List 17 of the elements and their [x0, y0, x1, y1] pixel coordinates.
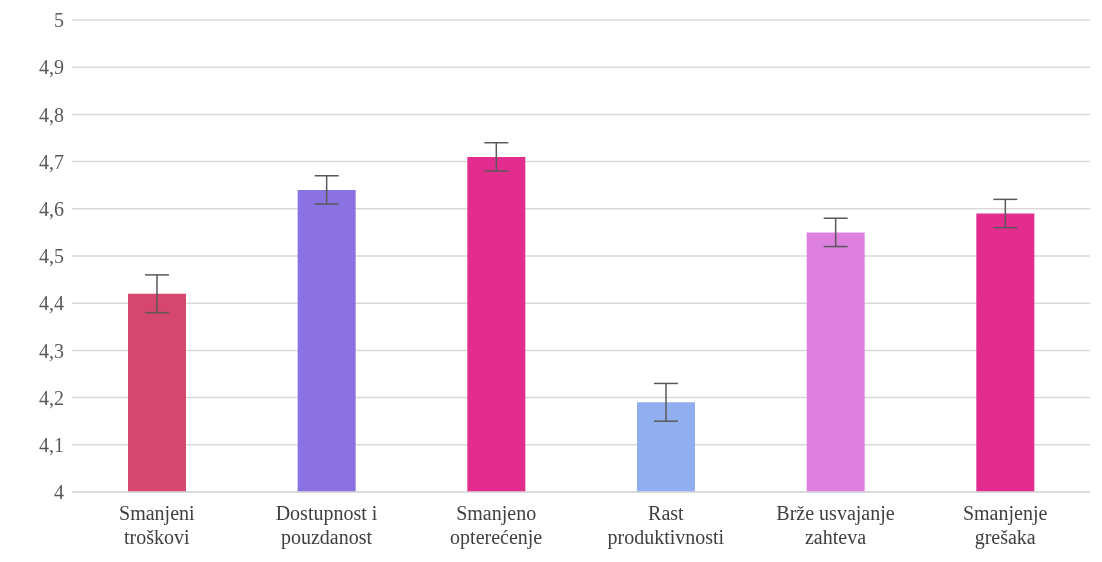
y-tick-label: 4,1 [39, 433, 64, 456]
x-tick-label: Dostupnost i pouzdanost [275, 502, 378, 549]
y-tick-label: 4,5 [39, 245, 64, 268]
y-tick-label: 4,7 [39, 150, 64, 173]
y-tick-label: 4,4 [39, 292, 64, 315]
x-tick-label: Smanjeni troškovi [119, 502, 196, 548]
y-tick-label: 4,3 [39, 339, 64, 362]
y-tick-label: 4 [54, 481, 64, 504]
y-tick-label: 4,9 [39, 56, 64, 79]
x-tick-label: Smanjeno opterećenje [450, 502, 543, 549]
y-tick-label: 4,8 [39, 103, 64, 126]
y-tick-label: 4,2 [39, 386, 64, 409]
x-tick-label: Smanjenje grešaka [962, 502, 1048, 549]
x-tick-label: Rast produktivnosti [607, 502, 725, 549]
x-tick-label: Brže usvajanje zahteva [776, 502, 895, 548]
y-tick-label: 5 [54, 9, 64, 32]
y-tick-label: 4,6 [39, 197, 64, 220]
